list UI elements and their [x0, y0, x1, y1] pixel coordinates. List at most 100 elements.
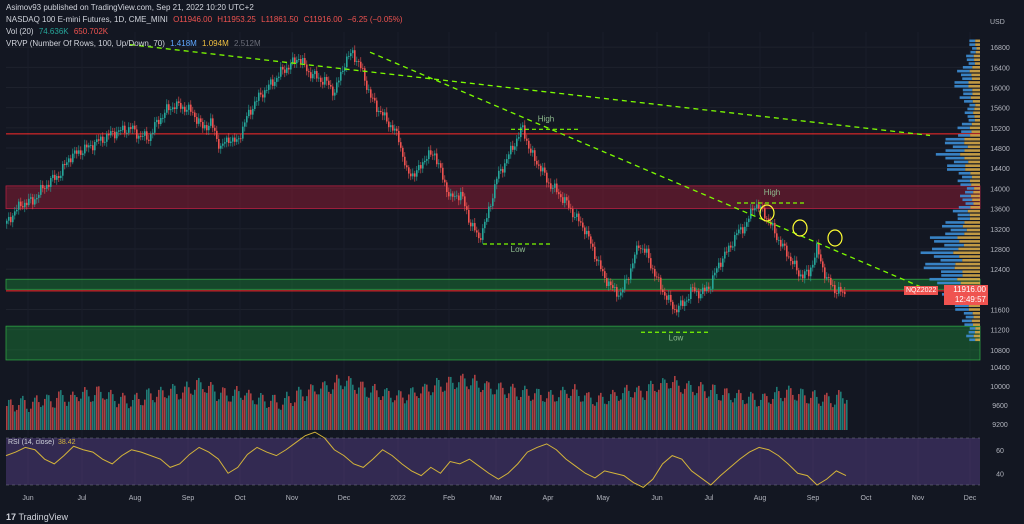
- candle-body: [708, 286, 710, 289]
- volume-bar: [514, 387, 516, 430]
- x-tick-label: Nov: [286, 495, 299, 502]
- candle-body: [62, 163, 64, 176]
- volume-bar: [414, 392, 416, 430]
- candle-body: [400, 142, 402, 148]
- volume-bar: [786, 389, 788, 430]
- volume-profile-bar-down: [962, 270, 980, 273]
- volume-bar: [394, 400, 396, 430]
- candle-body: [582, 222, 584, 228]
- volume-bar: [56, 397, 58, 430]
- candle-body: [144, 131, 146, 136]
- candle-body: [44, 188, 46, 190]
- candle-body: [138, 135, 140, 139]
- volume-bar: [390, 397, 392, 430]
- volume-bar: [94, 395, 96, 430]
- volume-bar: [410, 388, 412, 430]
- volume-profile-bar-down: [971, 175, 980, 179]
- volume-bar: [734, 398, 736, 430]
- candle-body: [436, 153, 438, 165]
- volume-bar: [204, 392, 206, 430]
- candle-body: [128, 127, 130, 133]
- volume-profile-bar-up: [960, 194, 972, 198]
- zone-green: [5, 278, 981, 290]
- annotation-circle: [759, 204, 775, 222]
- volume-bar: [406, 400, 408, 430]
- volume-bar: [588, 392, 590, 430]
- volume-profile-bar-down: [965, 168, 980, 171]
- volume-bar: [760, 399, 762, 430]
- candle-body: [580, 221, 582, 223]
- volume-bar: [712, 384, 714, 430]
- candle-body: [348, 56, 350, 57]
- candle-body: [346, 56, 348, 68]
- candle-body: [572, 208, 574, 218]
- volume-bar: [450, 376, 452, 430]
- volume-bar: [384, 389, 386, 430]
- volume-bar: [10, 399, 12, 430]
- candle-body: [442, 167, 444, 180]
- candle-body: [406, 165, 408, 168]
- volume-bar: [68, 401, 70, 430]
- volume-bar: [108, 392, 110, 430]
- volume-profile-bar-up: [968, 118, 975, 122]
- candle-body: [608, 281, 610, 287]
- volume-bar: [570, 395, 572, 430]
- volume-bar: [104, 399, 106, 430]
- candle-body: [680, 300, 682, 306]
- candle-body: [722, 258, 724, 267]
- volume-bar: [16, 409, 18, 430]
- candle-body: [778, 239, 780, 241]
- candle-body: [742, 227, 744, 234]
- candle-body: [692, 287, 694, 289]
- volume-profile-bar-up: [947, 168, 966, 171]
- volume-bar: [124, 395, 126, 430]
- volume-bar: [798, 394, 800, 430]
- volume-bar: [478, 387, 480, 430]
- volume-bar: [18, 405, 20, 430]
- volume-bar: [234, 389, 236, 430]
- volume-tick-label: 10000: [990, 384, 1010, 391]
- candle-body: [702, 287, 704, 294]
- volume-bar: [308, 389, 310, 430]
- candle-body: [358, 61, 360, 62]
- candle-body: [252, 108, 254, 115]
- volume-profile-bar-down: [964, 137, 980, 141]
- volume-bar: [214, 391, 216, 430]
- volume-profile-bar-down: [970, 134, 980, 137]
- candle-body: [238, 138, 240, 140]
- volume-bar: [700, 382, 702, 430]
- volume-bar: [674, 375, 676, 430]
- candle-body: [390, 125, 392, 128]
- volume-profile-bar-down: [954, 266, 980, 270]
- candle-body: [70, 158, 72, 163]
- volume-profile-bar-down: [959, 255, 980, 258]
- volume-profile-bar-down: [957, 277, 980, 281]
- candle-body: [626, 279, 628, 281]
- volume-profile-bar-up: [957, 217, 970, 220]
- candle-body: [362, 68, 364, 70]
- candle-body: [278, 76, 280, 78]
- candle-body: [280, 66, 282, 77]
- candle-body: [382, 112, 384, 116]
- volume-bar: [432, 392, 434, 430]
- candle-body: [454, 195, 456, 197]
- candle-body: [338, 80, 340, 83]
- ohlc-open: O11946.00: [173, 15, 213, 24]
- volume-profile-bar-down: [959, 240, 980, 243]
- volume-profile-bar-up: [963, 92, 973, 96]
- volume-profile-bar-up: [957, 126, 970, 130]
- candle-body: [332, 86, 334, 96]
- candle-body: [206, 125, 208, 131]
- volume-bar: [206, 392, 208, 430]
- volume-profile-bar-down: [968, 308, 980, 311]
- candle-body: [134, 125, 136, 130]
- volume-bar: [236, 385, 238, 430]
- candle-body: [66, 162, 68, 166]
- candle-body: [24, 202, 26, 208]
- candle-body: [656, 276, 658, 278]
- volume-bar: [606, 404, 608, 430]
- volume-profile-bar-up: [952, 209, 968, 213]
- candle-body: [408, 167, 410, 174]
- volume-bar: [184, 386, 186, 430]
- volume-profile-bar-up: [947, 164, 966, 168]
